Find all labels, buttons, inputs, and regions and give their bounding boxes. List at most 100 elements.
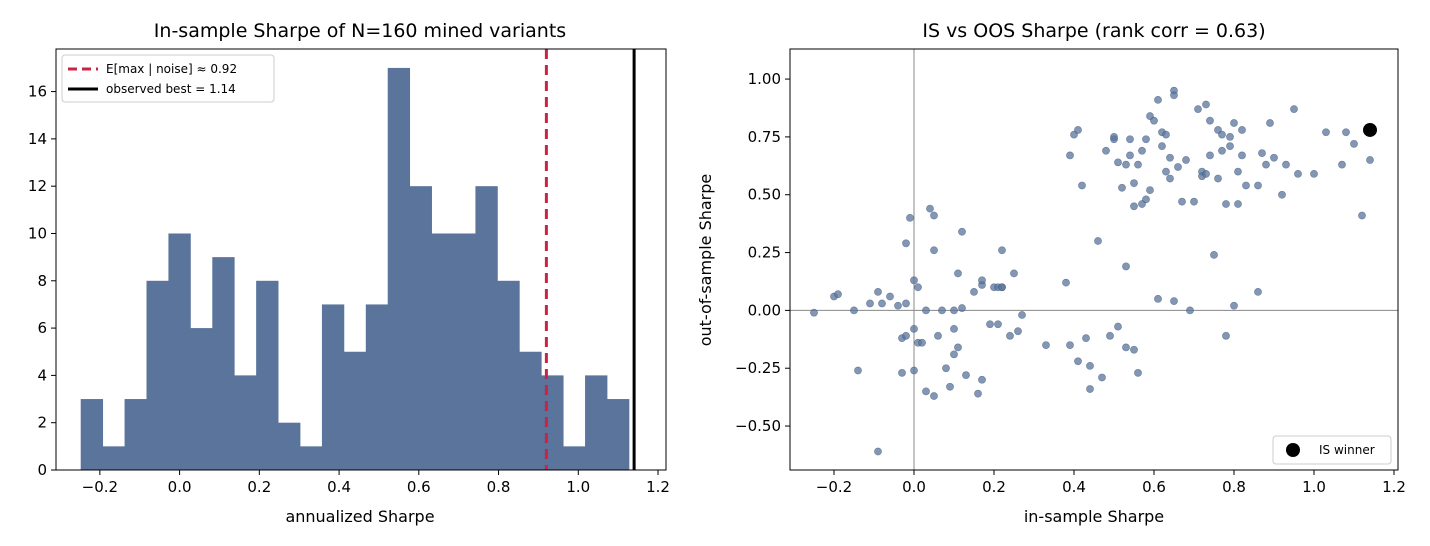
scatter-point (1134, 368, 1142, 377)
scatter-point (1174, 163, 1182, 171)
scatter-point (1042, 341, 1050, 349)
scatter-point (1282, 160, 1290, 169)
scatter-point (1230, 119, 1238, 127)
scatter-point (970, 287, 978, 296)
scatter-point (1206, 116, 1214, 125)
scatter-point (1130, 202, 1138, 211)
scatter-point (874, 447, 882, 456)
scatter-point (1086, 362, 1094, 370)
scatter-point (1226, 142, 1234, 151)
histogram-bar (146, 280, 169, 470)
scatter-point (1102, 146, 1110, 155)
legend-label-observed-best: observed best = 1.14 (106, 82, 236, 96)
scatter-point (1366, 156, 1374, 164)
x-tick-label: 1.2 (646, 478, 670, 496)
scatter-point (1162, 167, 1170, 176)
scatter-point (1158, 142, 1166, 151)
scatter-point (1350, 139, 1358, 148)
y-tick-label: 4 (37, 366, 47, 384)
scatter-point (1290, 105, 1298, 114)
scatter-point (1218, 146, 1226, 155)
histogram-bar (585, 375, 608, 470)
scatter-point (1118, 183, 1126, 192)
scatter-point (1094, 237, 1102, 245)
scatter-point (866, 299, 874, 308)
scatter-point (1222, 200, 1230, 208)
scatter-point (1178, 197, 1186, 206)
scatter-point (1126, 151, 1134, 160)
histogram-bar (321, 304, 345, 470)
scatter-point (1206, 151, 1214, 160)
scatter-point (1062, 278, 1070, 287)
scatter-point (1218, 130, 1226, 139)
scatter-point (910, 324, 918, 333)
x-tick-label: −0.2 (82, 478, 118, 496)
scatter-point (874, 287, 882, 296)
histogram-bar (497, 280, 520, 470)
scatter-point (1006, 331, 1014, 340)
scatter-point (910, 366, 918, 375)
histogram-bar (475, 186, 498, 470)
scatter-point (1342, 128, 1350, 137)
scatter-point (1066, 151, 1074, 160)
histogram-legend-box (61, 54, 275, 103)
scatter-point (1234, 200, 1242, 208)
y-tick-label: 0.00 (748, 301, 781, 319)
legend-label-is-winner: IS winner (1319, 443, 1375, 457)
scatter-point (1138, 146, 1146, 155)
scatter-point (922, 306, 930, 315)
scatter-point (1078, 181, 1086, 190)
histogram-bar (234, 375, 257, 470)
scatter-point (1202, 170, 1210, 178)
scatter-point (1074, 126, 1082, 134)
scatter-point (854, 366, 862, 375)
scatter-point (1202, 100, 1210, 109)
scatter-point (1322, 128, 1330, 137)
scatter-point (946, 382, 954, 391)
x-tick-label: 0.0 (168, 478, 192, 496)
scatter-point (938, 306, 946, 315)
histogram-frame (55, 48, 667, 471)
histogram-reference-lines (544, 49, 636, 470)
scatter-point (1146, 186, 1154, 195)
scatter-point (1014, 327, 1022, 336)
scatter-point (1066, 341, 1074, 349)
histogram-bar (102, 446, 125, 470)
histogram-y-ticks: 0 2 4 6 8 10 12 14 16 (28, 83, 56, 479)
legend-swatch-is-winner (1286, 443, 1300, 457)
histogram-bar (278, 422, 301, 470)
scatter-point (978, 276, 986, 285)
scatter-legend: IS winner (1272, 435, 1392, 465)
scatter-point (1190, 197, 1198, 206)
scatter-x-label: in-sample Sharpe (1024, 507, 1164, 526)
scatter-point (902, 239, 910, 248)
histogram-bar (212, 257, 235, 470)
scatter-point (1170, 91, 1178, 100)
scatter-point (958, 304, 966, 312)
scatter-point (1266, 119, 1274, 127)
histogram-bar (606, 399, 630, 470)
histogram-x-label: annualized Sharpe (285, 507, 434, 526)
scatter-points (810, 86, 1377, 456)
scatter-point (1194, 105, 1202, 114)
scatter-point (950, 350, 958, 359)
scatter-point (1254, 287, 1262, 296)
y-tick-label: 16 (28, 83, 47, 101)
scatter-point (954, 269, 962, 278)
histogram-bar (168, 233, 191, 470)
scatter-point (914, 283, 922, 292)
x-tick-label: 0.6 (1142, 478, 1166, 496)
histogram-bar (124, 399, 147, 470)
scatter-point (1098, 373, 1106, 382)
scatter-point (962, 371, 970, 380)
histogram-panel: In-sample Sharpe of N=160 mined variants… (28, 20, 670, 526)
scatter-point (1222, 331, 1230, 340)
histogram-x-ticks: −0.2 0.0 0.2 0.4 0.6 0.8 1.0 1.2 (82, 470, 670, 496)
scatter-point (1142, 135, 1150, 144)
x-tick-label: 0.4 (1062, 478, 1086, 496)
scatter-legend-box (1272, 435, 1392, 465)
histogram-bar (190, 328, 213, 470)
histogram-bar (409, 186, 432, 470)
scatter-point (1074, 357, 1082, 366)
histogram-bar (343, 351, 367, 470)
